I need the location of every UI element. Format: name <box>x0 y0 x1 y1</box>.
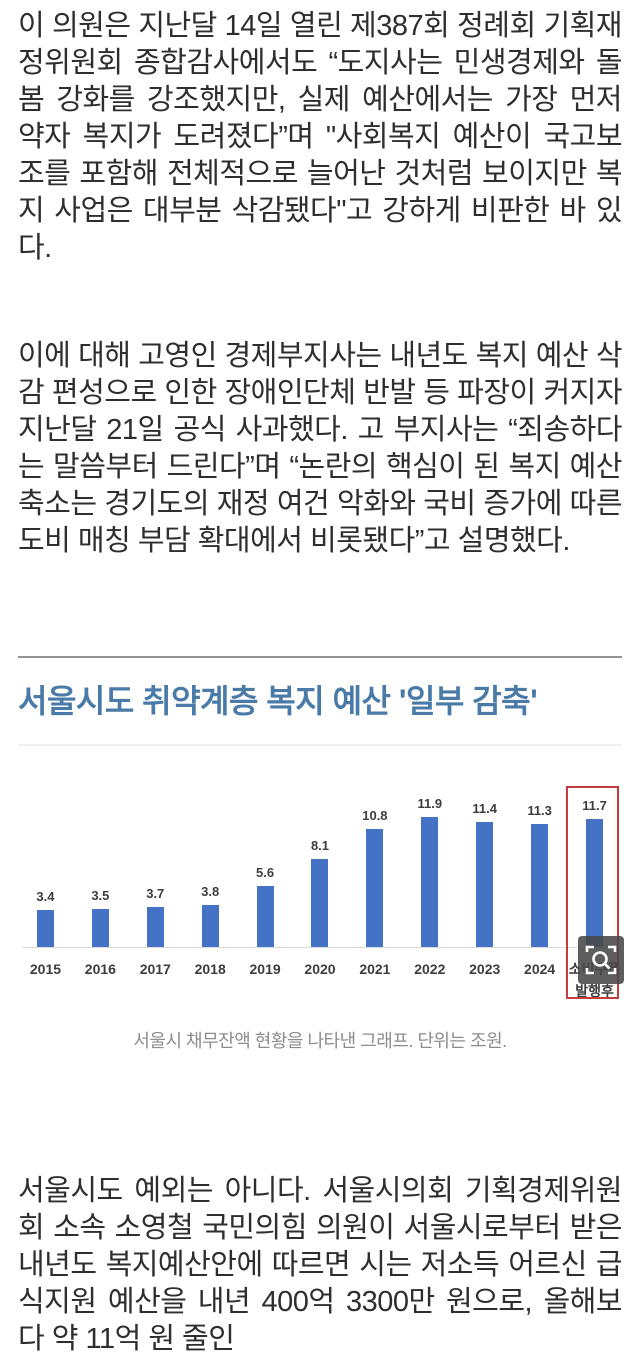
bar-column: 11.9 <box>402 796 457 947</box>
subheading-underline <box>18 744 622 746</box>
bar-column: 11.7 <box>567 798 622 947</box>
bar-value-label: 8.1 <box>310 838 330 853</box>
bar <box>586 819 604 947</box>
bar-column: 3.5 <box>73 888 128 947</box>
bar-column: 3.4 <box>18 889 73 947</box>
section-divider <box>18 656 622 658</box>
x-axis-label: 2017 <box>139 961 171 977</box>
bar <box>91 909 109 947</box>
bar-value-label: 5.6 <box>256 865 275 880</box>
chart-plot-area: 3.4 3.5 3.7 3.8 5.6 8.1 10.8 11.9 11.4 11.3 11.7 <box>18 772 622 947</box>
x-axis-label: 2018 <box>194 961 226 977</box>
x-axis-label: 2015 <box>29 961 62 977</box>
x-axis-label: 2022 <box>414 961 446 977</box>
bar <box>476 822 494 947</box>
magnifier-icon <box>584 942 618 978</box>
bar-column: 11.3 <box>512 803 567 947</box>
x-axis-label: 2020 <box>304 961 336 977</box>
bar-column: 5.6 <box>238 865 293 947</box>
article-paragraph-3: 서울시도 예외는 아니다. 서울시의회 기획경제위원회 소속 소영철 국민의힘 … <box>18 1175 623 1355</box>
chart-caption: 서울시 채무잔액 현황을 나타낸 그래프. 단위는 조원. <box>133 1031 507 1051</box>
bar-value-label: 11.3 <box>527 803 552 818</box>
x-axis-label: 2016 <box>84 961 116 977</box>
article-paragraph-2: 이에 대해 고영인 경제부지사는 내년도 복지 예산 삭감 편성으로 인한 장애… <box>18 340 623 557</box>
bar-column: 3.8 <box>183 884 238 947</box>
x-axis-label: 2024 <box>524 961 556 977</box>
bar-value-label: 3.5 <box>91 888 110 903</box>
bar <box>36 910 54 947</box>
bar-value-label: 10.8 <box>362 808 388 823</box>
bar <box>256 886 274 947</box>
bar <box>201 905 219 947</box>
debt-bar-chart: 3.4 3.5 3.7 3.8 5.6 8.1 10.8 11.9 11.4 11.3 11.7 2… <box>18 772 624 1012</box>
bar-value-label: 3.8 <box>201 884 220 899</box>
x-axis-label: 2021 <box>359 961 391 977</box>
bar <box>366 829 384 947</box>
image-zoom-button[interactable] <box>578 936 624 984</box>
bar-value-label: 3.4 <box>36 889 55 904</box>
x-axis-labels: 2015 2016 2017 2018 2019 2020 2021 2022 2023 2024… <box>18 958 622 1002</box>
x-axis-label: 2023 <box>469 961 501 977</box>
bar <box>311 859 329 947</box>
article-paragraph-1: 이 의원은 지난달 14일 열린 제387회 정례회 기획재정위원회 종합감사에… <box>18 10 623 264</box>
bar <box>421 817 439 947</box>
section-subheading: 서울시도 취약계층 복지 예산 '일부 감축' <box>18 683 538 719</box>
bar-column: 10.8 <box>347 808 402 947</box>
bar-value-label: 3.7 <box>146 886 165 901</box>
bar-value-label: 11.7 <box>582 798 607 813</box>
bar-value-label: 11.4 <box>472 801 497 816</box>
bar <box>531 824 549 947</box>
bar-value-label: 11.9 <box>417 796 443 811</box>
x-axis-line <box>22 947 622 948</box>
bar-column: 8.1 <box>293 838 348 947</box>
bar-column: 3.7 <box>128 886 183 947</box>
x-axis-label: 2019 <box>249 961 281 977</box>
bar <box>146 907 164 947</box>
bar-column: 11.4 <box>457 801 512 947</box>
